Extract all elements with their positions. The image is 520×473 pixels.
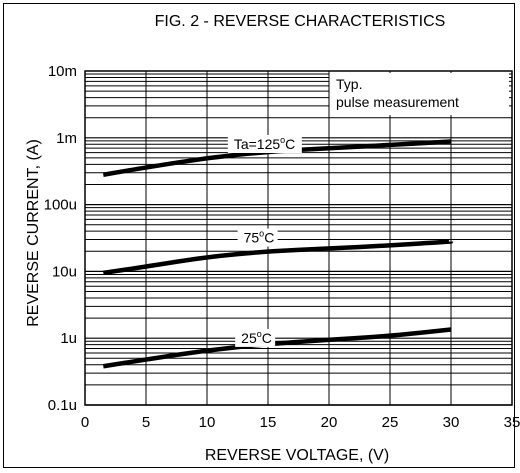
x-tick-labels: 0 5 10 15 20 25 30 35 — [81, 414, 520, 431]
legend-note: Typ. pulse measurement — [328, 73, 509, 115]
note-bg — [329, 73, 509, 115]
x-axis-label: REVERSE VOLTAGE, (V) — [205, 447, 389, 464]
y-tick-label: 1u — [60, 330, 77, 347]
series-label: 25oC — [241, 329, 272, 346]
y-tick-label: 100u — [44, 197, 77, 214]
x-tick-label: 15 — [260, 414, 277, 431]
series-line — [102, 239, 452, 276]
data-series: Ta=125oC 75oC 25oC — [102, 134, 452, 369]
y-axis-label: REVERSE CURRENT, (A) — [25, 139, 42, 327]
x-tick-label: 25 — [382, 414, 399, 431]
x-tick-label: 30 — [443, 414, 460, 431]
plot-border — [84, 70, 513, 406]
x-tick-label: 10 — [199, 414, 216, 431]
y-tick-label: 10u — [52, 263, 77, 280]
x-tick-label: 35 — [504, 414, 520, 431]
y-tick-labels: 0.1u 1u 10u 100u 1m 10m — [44, 63, 77, 414]
x-tick-label: 5 — [142, 414, 150, 431]
x-tick-label: 0 — [81, 414, 89, 431]
series-label: 75oC — [244, 229, 275, 246]
y-tick-label: 0.1u — [48, 397, 77, 414]
note-line: pulse measurement — [336, 94, 459, 110]
plot-grid — [84, 70, 513, 406]
series-label-bg — [235, 328, 276, 347]
y-tick-label: 1m — [56, 130, 77, 147]
series-label-bg — [237, 228, 278, 247]
chart-title: FIG. 2 - REVERSE CHARACTERISTICS — [155, 13, 446, 30]
series-label: Ta=125oC — [234, 135, 295, 152]
series-label-bg — [227, 134, 302, 153]
x-tick-label: 20 — [321, 414, 338, 431]
series-line — [102, 327, 452, 369]
note-line: Typ. — [336, 76, 362, 92]
y-tick-label: 10m — [48, 63, 77, 80]
